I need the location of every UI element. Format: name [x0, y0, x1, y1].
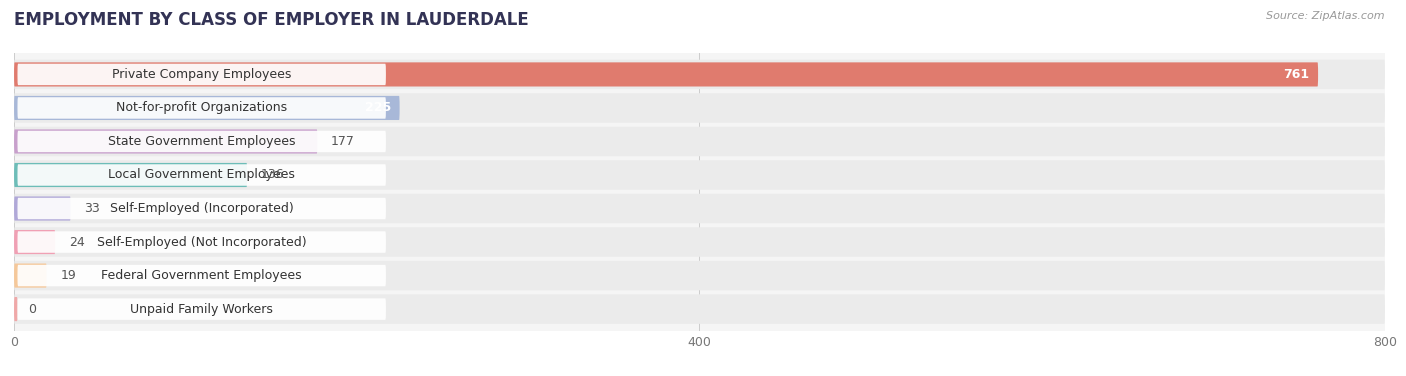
FancyBboxPatch shape [14, 160, 1385, 190]
FancyBboxPatch shape [14, 261, 1385, 290]
FancyBboxPatch shape [14, 196, 70, 221]
FancyBboxPatch shape [17, 231, 385, 253]
FancyBboxPatch shape [14, 93, 1385, 123]
FancyBboxPatch shape [17, 97, 385, 119]
Text: Not-for-profit Organizations: Not-for-profit Organizations [117, 102, 287, 114]
FancyBboxPatch shape [14, 294, 1385, 324]
Text: 136: 136 [262, 168, 284, 182]
Text: 225: 225 [364, 102, 391, 114]
Text: Unpaid Family Workers: Unpaid Family Workers [131, 303, 273, 315]
FancyBboxPatch shape [14, 129, 318, 153]
FancyBboxPatch shape [14, 60, 1385, 89]
Text: 761: 761 [1284, 68, 1309, 81]
FancyBboxPatch shape [14, 96, 399, 120]
FancyBboxPatch shape [17, 131, 385, 152]
Text: 24: 24 [69, 235, 84, 249]
FancyBboxPatch shape [14, 264, 46, 288]
Text: Self-Employed (Incorporated): Self-Employed (Incorporated) [110, 202, 294, 215]
FancyBboxPatch shape [17, 265, 385, 286]
Text: Federal Government Employees: Federal Government Employees [101, 269, 302, 282]
Text: 19: 19 [60, 269, 76, 282]
FancyBboxPatch shape [14, 194, 1385, 223]
Text: State Government Employees: State Government Employees [108, 135, 295, 148]
FancyBboxPatch shape [14, 163, 247, 187]
FancyBboxPatch shape [17, 198, 385, 219]
Text: Self-Employed (Not Incorporated): Self-Employed (Not Incorporated) [97, 235, 307, 249]
FancyBboxPatch shape [14, 227, 1385, 257]
Text: Private Company Employees: Private Company Employees [112, 68, 291, 81]
Text: 0: 0 [28, 303, 35, 315]
Text: Source: ZipAtlas.com: Source: ZipAtlas.com [1267, 11, 1385, 21]
FancyBboxPatch shape [17, 164, 385, 186]
Text: EMPLOYMENT BY CLASS OF EMPLOYER IN LAUDERDALE: EMPLOYMENT BY CLASS OF EMPLOYER IN LAUDE… [14, 11, 529, 29]
FancyBboxPatch shape [17, 299, 385, 320]
FancyBboxPatch shape [14, 297, 17, 321]
FancyBboxPatch shape [14, 230, 55, 254]
FancyBboxPatch shape [17, 64, 385, 85]
Text: 177: 177 [330, 135, 354, 148]
Text: Local Government Employees: Local Government Employees [108, 168, 295, 182]
FancyBboxPatch shape [14, 62, 1317, 86]
Text: 33: 33 [84, 202, 100, 215]
FancyBboxPatch shape [14, 127, 1385, 156]
